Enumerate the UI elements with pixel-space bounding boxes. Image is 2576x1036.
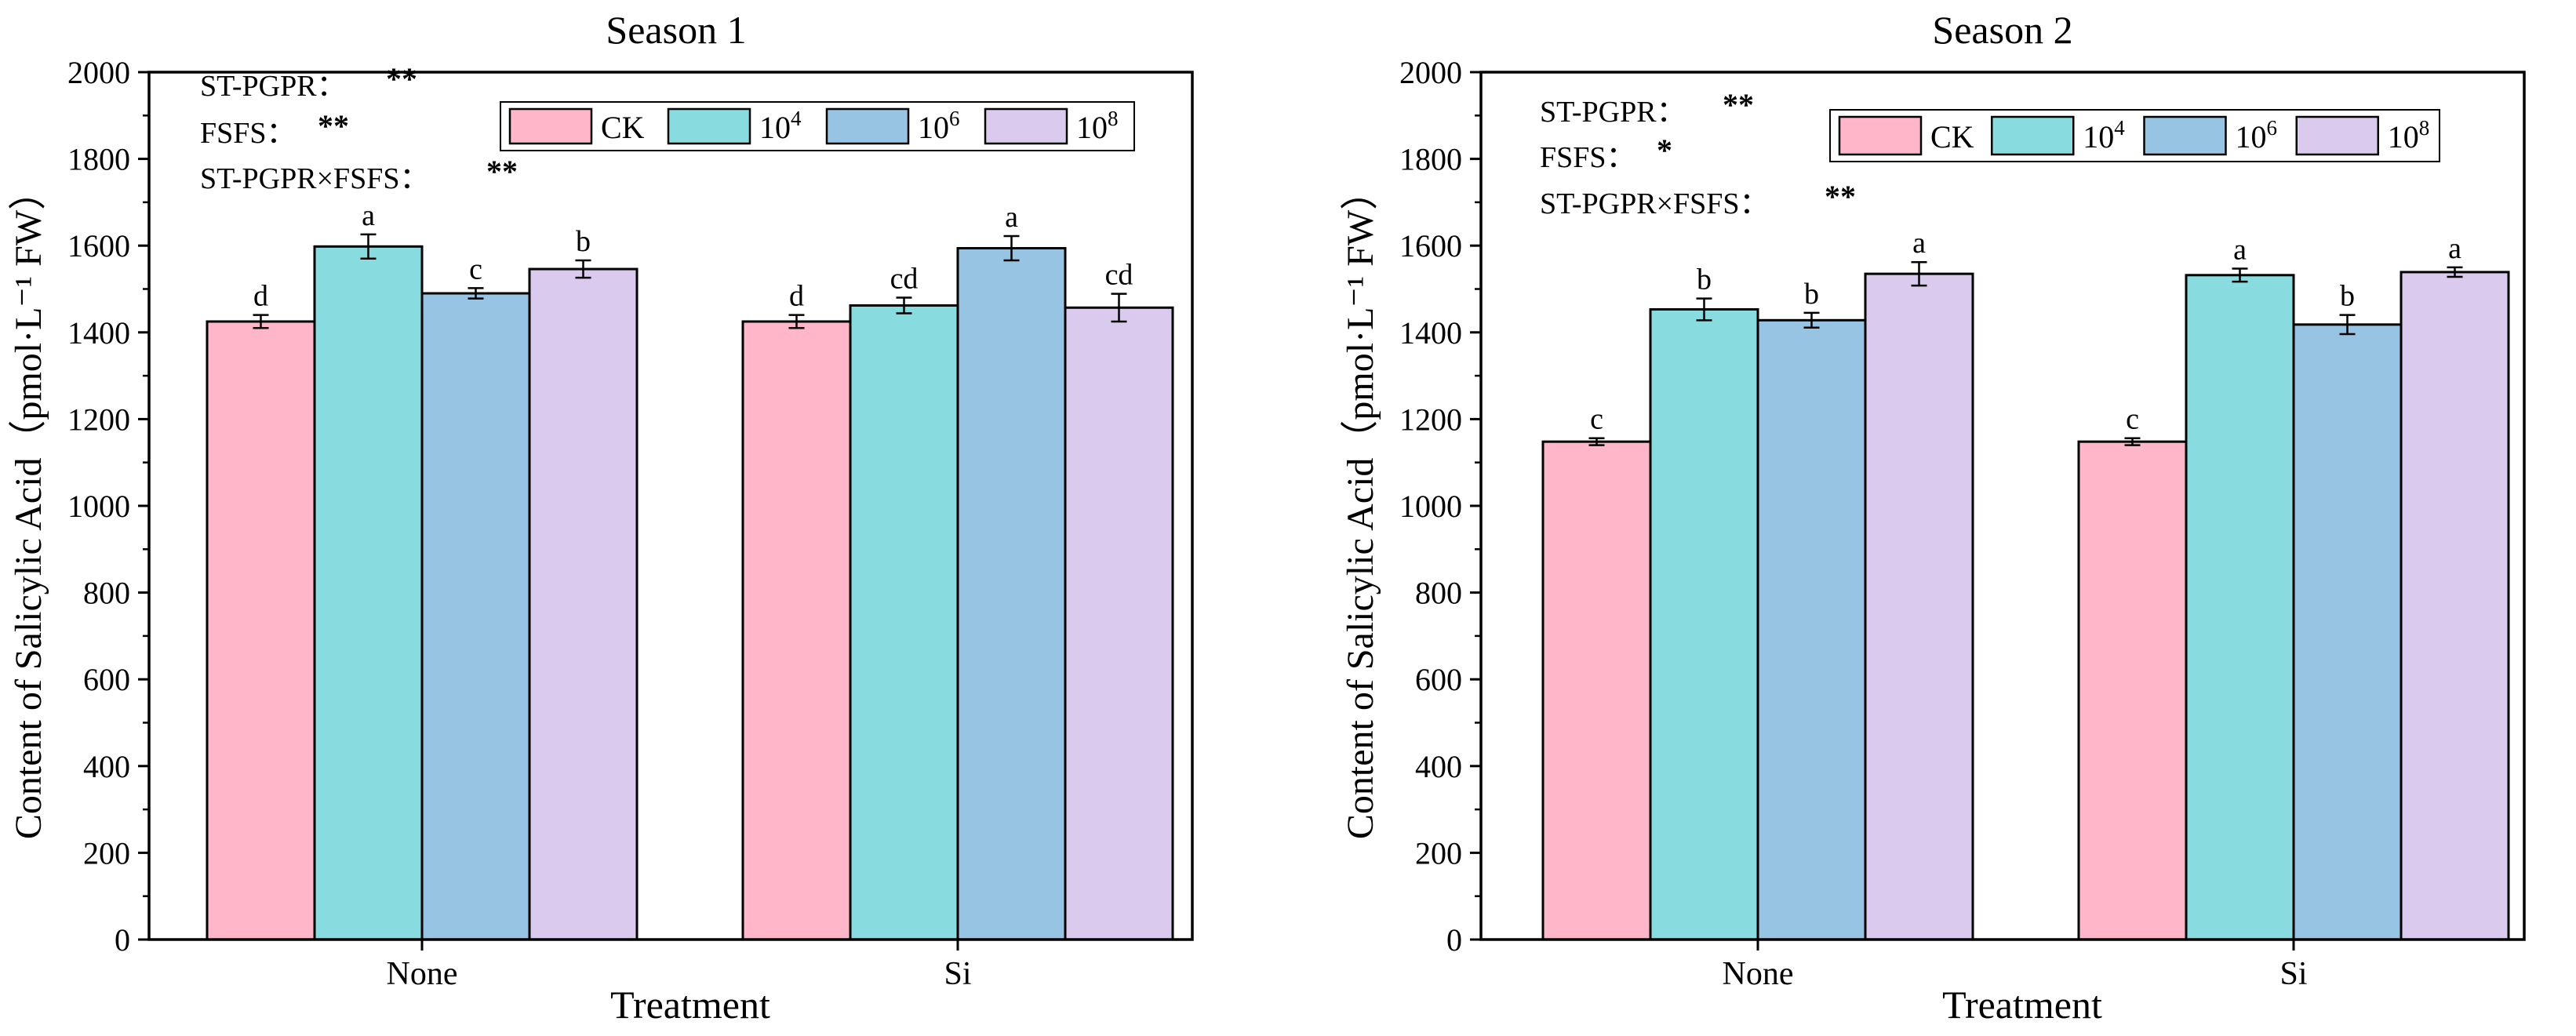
- x-tick-label: Si: [944, 956, 971, 992]
- significance-stars: **: [1825, 179, 1856, 214]
- legend-swatch: [2143, 115, 2227, 156]
- x-axis-label: Treatment: [610, 983, 770, 1027]
- significance-letter: cd: [890, 263, 919, 296]
- significance-letter: cd: [1105, 259, 1133, 292]
- legend-swatch: [667, 107, 751, 145]
- y-tick-label: 200: [83, 835, 130, 871]
- significance-letter: a: [2233, 234, 2247, 267]
- significance-letter: b: [576, 225, 591, 258]
- legend-swatch: [2295, 115, 2379, 156]
- legend-swatch: [1838, 115, 1923, 156]
- y-tick-label: 1000: [1399, 489, 1462, 524]
- y-tick-label: 400: [1415, 749, 1462, 784]
- significance-letter: d: [789, 280, 804, 313]
- significance-letter: a: [1912, 227, 1926, 260]
- significance-stars: **: [318, 108, 349, 144]
- bar: [1064, 306, 1174, 941]
- y-tick-label: 200: [1415, 835, 1462, 871]
- x-tick-label: Si: [2279, 956, 2307, 992]
- bar: [313, 245, 424, 941]
- significance-letter: c: [1590, 403, 1603, 436]
- y-tick-label: 1800: [67, 142, 130, 177]
- x-tick-label: None: [1723, 956, 1794, 992]
- significance-stars: **: [486, 154, 518, 189]
- legend-label: 104: [2083, 116, 2125, 154]
- y-tick-label: 2000: [67, 55, 130, 90]
- y-tick-label: 1200: [1399, 402, 1462, 437]
- bar: [420, 292, 531, 941]
- y-tick-label: 1400: [1399, 315, 1462, 351]
- significance-letter: b: [2340, 280, 2355, 313]
- y-tick-label: 0: [115, 922, 130, 958]
- bar: [1649, 307, 1759, 941]
- bar: [741, 320, 852, 941]
- chart-panel-1: Season 1 d a c b None d cd a cd Si 0 200 400 600 800 100…: [8, 8, 1194, 1027]
- legend-label: CK: [1930, 119, 1974, 154]
- significance-label: ST-PGPR×FSFS：: [1540, 187, 1770, 220]
- bar: [956, 247, 1067, 941]
- bar: [1864, 272, 1974, 941]
- y-tick-label: 1400: [67, 315, 130, 351]
- y-tick-label: 0: [1446, 922, 1462, 958]
- y-tick-label: 1600: [1399, 228, 1462, 264]
- legend-label: 108: [2388, 116, 2430, 154]
- significance-letter: b: [1804, 278, 1819, 311]
- bar: [1541, 440, 1652, 941]
- legend-swatch: [984, 107, 1068, 145]
- bar: [2077, 440, 2188, 941]
- chart-panel-2: Season 2 c b b a None c a b a Si 0 200 400 600 800 1000 1…: [1340, 8, 2526, 1027]
- bar: [849, 304, 959, 941]
- y-tick-label: 1600: [67, 228, 130, 264]
- legend-label: 106: [2236, 116, 2278, 154]
- bar: [2292, 323, 2403, 941]
- bar: [528, 267, 639, 941]
- x-axis-label: Treatment: [1942, 983, 2102, 1027]
- bar: [2400, 271, 2510, 941]
- y-axis-label: Content of Salicylic Acid（pmol·L⁻¹ FW）: [8, 173, 49, 839]
- y-tick-label: 1800: [1399, 142, 1462, 177]
- x-tick-label: None: [387, 956, 458, 992]
- y-tick-label: 800: [1415, 576, 1462, 611]
- significance-letter: b: [1697, 264, 1712, 296]
- legend-label: 106: [918, 107, 960, 145]
- significance-label: ST-PGPR×FSFS：: [200, 162, 430, 195]
- y-tick-label: 800: [83, 576, 130, 611]
- significance-letter: d: [253, 280, 268, 313]
- significance-stars: *: [1657, 133, 1672, 168]
- significance-letter: a: [2448, 232, 2461, 265]
- significance-label: ST-PGPR：: [1540, 96, 1686, 129]
- y-tick-label: 400: [83, 749, 130, 784]
- legend-label: 108: [1076, 107, 1119, 145]
- bar: [2185, 274, 2295, 941]
- bar: [206, 320, 316, 941]
- legend-swatch: [1991, 115, 2075, 156]
- significance-letter: c: [469, 253, 482, 285]
- legend-label: 104: [759, 107, 802, 145]
- y-tick-label: 1200: [67, 402, 130, 437]
- legend-swatch: [508, 107, 593, 145]
- significance-label: FSFS：: [200, 117, 297, 150]
- significance-label: FSFS：: [1540, 141, 1636, 174]
- bar: [1756, 318, 1867, 941]
- legend: CK 104 106 108: [500, 101, 1135, 151]
- chart-title: Season 2: [1932, 8, 2072, 52]
- significance-letter: a: [1005, 201, 1018, 234]
- legend: CK 104 106 108: [1829, 109, 2440, 162]
- significance-stars: **: [386, 61, 417, 96]
- legend-label: CK: [601, 110, 645, 145]
- significance-label: ST-PGPR：: [200, 70, 347, 103]
- significance-stars: **: [1723, 87, 1754, 122]
- chart-title: Season 1: [606, 8, 746, 52]
- y-tick-label: 1000: [67, 489, 130, 524]
- legend-swatch: [825, 107, 910, 145]
- significance-letter: c: [2126, 403, 2139, 436]
- y-tick-label: 2000: [1399, 55, 1462, 90]
- y-tick-label: 600: [1415, 662, 1462, 697]
- y-tick-label: 600: [83, 662, 130, 697]
- significance-letter: a: [362, 199, 375, 232]
- y-axis-label: Content of Salicylic Acid（pmol·L⁻¹ FW）: [1340, 173, 1381, 839]
